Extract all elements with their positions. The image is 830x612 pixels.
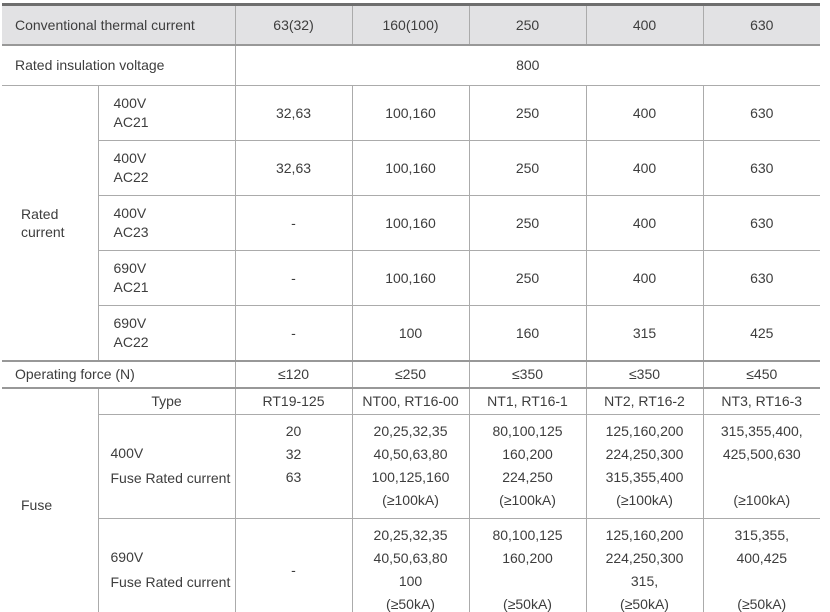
value-cell: - [234,304,353,361]
fuse-type-row: Fuse Type RT19-125 NT00, RT16-00 NT1, RT… [2,387,821,612]
value-cell: 32,63 [234,139,353,196]
value-cell: 400 [585,194,704,251]
value-cell: 315,355, 400,425 (≥50kA) [702,517,821,612]
row-label: 400V AC22 [97,139,236,196]
value-cell: - [234,517,353,612]
rated-current-row-ac21-690: 690V AC21 - 100,160 250 400 630 [2,249,821,306]
value-cell: 630 [702,249,821,306]
value-cell: 250 [468,139,587,196]
value-cell: 250 [468,194,587,251]
value-cell: 160 [468,304,587,361]
row-label: 690V AC21 [97,249,236,306]
fuse-group-label: Fuse [2,387,99,612]
fuse-400v-row: 400V Fuse Rated current 20 32 63 20,25,3… [2,413,821,519]
value-cell: 400 [585,84,704,141]
rated-current-row-ac23-400: 400V AC23 - 100,160 250 400 630 [2,194,821,251]
value-cell: - [234,194,353,251]
header-row: Conventional thermal current 63(32) 160(… [2,4,821,46]
value-cell: 80,100,125 160,200 (≥50kA) [468,517,587,612]
header-col-5: 630 [702,4,821,46]
value-cell: 100 [351,304,470,361]
header-col-4: 400 [585,4,704,46]
value-cell: 80,100,125 160,200 224,250 (≥100kA) [468,413,587,519]
value-cell: 20,25,32,35 40,50,63,80 100 (≥50kA) [351,517,470,612]
value-cell: 20 32 63 [234,413,353,519]
value-cell: ≤350 [585,359,704,389]
value-cell: 32,63 [234,84,353,141]
insulation-row: Rated insulation voltage 800 [2,44,821,86]
value-cell: ≤350 [468,359,587,389]
value-cell: 250 [468,249,587,306]
value-cell: ≤120 [234,359,353,389]
rated-current-group-label: Rated current [2,84,99,361]
value-cell: NT00, RT16-00 [351,387,470,415]
operating-force-row: Operating force (N) ≤120 ≤250 ≤350 ≤350 … [2,359,821,389]
value-cell: 100,160 [351,194,470,251]
value-cell: 125,160,200 224,250,300 315,355,400 (≥10… [585,413,704,519]
value-cell: 630 [702,139,821,196]
rated-current-row-ac21-400: Rated current 400V AC21 32,63 100,160 25… [2,84,821,361]
value-cell: ≤450 [702,359,821,389]
value-cell: 100,160 [351,84,470,141]
value-cell: 250 [468,84,587,141]
operating-force-label: Operating force (N) [2,359,236,389]
row-label: 400V AC21 [97,84,236,141]
value-cell: NT3, RT16-3 [702,387,821,415]
insulation-label: Rated insulation voltage [2,44,236,86]
rated-current-row-ac22-690: 690V AC22 - 100 160 315 425 [2,304,821,361]
insulation-value: 800 [234,44,821,86]
value-cell: ≤250 [351,359,470,389]
value-cell: 400 [585,249,704,306]
row-label: 690V Fuse Rated current [97,517,236,612]
row-label: 400V AC23 [97,194,236,251]
value-cell: 125,160,200 224,250,300 315, (≥50kA) [585,517,704,612]
row-label: 400V Fuse Rated current [97,413,236,519]
value-cell: 400 [585,139,704,196]
specification-table: Conventional thermal current 63(32) 160(… [2,3,821,612]
fuse-690v-row: 690V Fuse Rated current - 20,25,32,35 40… [2,517,821,612]
header-label: Conventional thermal current [2,4,236,46]
value-cell: 630 [702,84,821,141]
value-cell: NT1, RT16-1 [468,387,587,415]
fuse-type-label: Type [97,387,236,415]
value-cell: 100,160 [351,139,470,196]
rated-current-row-ac22-400: 400V AC22 32,63 100,160 250 400 630 [2,139,821,196]
value-cell: - [234,249,353,306]
value-cell: RT19-125 [234,387,353,415]
header-col-1: 63(32) [234,4,353,46]
row-label: 690V AC22 [97,304,236,361]
value-cell: 20,25,32,35 40,50,63,80 100,125,160 (≥10… [351,413,470,519]
header-col-2: 160(100) [351,4,470,46]
header-col-3: 250 [468,4,587,46]
value-cell: NT2, RT16-2 [585,387,704,415]
value-cell: 315 [585,304,704,361]
value-cell: 100,160 [351,249,470,306]
value-cell: 630 [702,194,821,251]
value-cell: 315,355,400, 425,500,630 (≥100kA) [702,413,821,519]
value-cell: 425 [702,304,821,361]
